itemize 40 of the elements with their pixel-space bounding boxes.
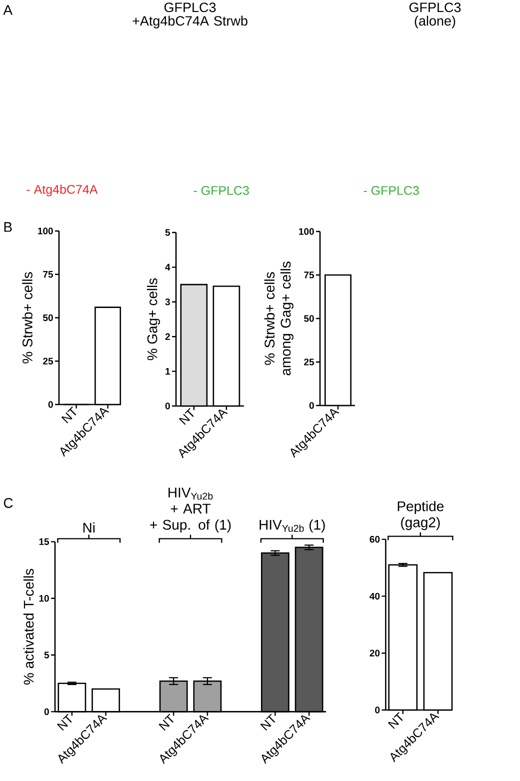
y-tick-label: 60	[370, 536, 380, 543]
text: HIV$_{Yu2b}$ + ART + Sup. of (1)	[150, 488, 231, 532]
y-axis-title: % Gag+ cells	[146, 278, 160, 360]
y-axis-title: % Strwb+ cells	[22, 272, 32, 364]
text: GFPLC3 +Atg4bC74A Strwb	[132, 2, 248, 28]
y-tick-label: 10	[39, 594, 49, 602]
y-tick-label: 1	[166, 368, 170, 375]
y-tick-label: 40	[370, 592, 380, 600]
y-tick-label: 50	[43, 314, 53, 322]
y-tick-label: 0	[48, 401, 53, 408]
text: - GFPLC3	[194, 186, 249, 195]
text: - GFPLC3	[364, 186, 419, 195]
text: HIV$_{Yu2b}$ (1)	[260, 519, 325, 533]
y-tick-label: 0	[44, 708, 49, 716]
y-tick-label: 4	[165, 264, 170, 270]
y-tick-label: 5	[44, 652, 50, 658]
text: A	[3, 5, 13, 15]
y-tick-label: 2	[165, 333, 170, 340]
y-tick-label: 50	[304, 315, 314, 322]
y-tick-label: 75	[304, 272, 314, 278]
y-tick-label: 0	[375, 706, 380, 714]
y-tick-label: 20	[370, 650, 380, 656]
y-tick-label: 0	[309, 402, 314, 409]
text: GFPLC3 (alone)	[409, 2, 461, 28]
y-tick-label: 5	[165, 229, 170, 236]
y-tick-label: 3	[165, 298, 170, 306]
y-tick-label: 25	[43, 358, 54, 364]
y-tick-label: 75	[43, 271, 54, 278]
text: Peptide (gag2)	[398, 500, 444, 530]
chart-title: C	[4, 498, 13, 508]
chart-title: B	[4, 222, 12, 232]
y-tick-label: 25	[304, 358, 314, 366]
text: - Atg4bC74A	[26, 184, 98, 196]
y-tick-label: 100	[38, 228, 53, 234]
y-tick-label: 100	[299, 228, 314, 235]
y-axis-title: % activated T-cells	[23, 568, 34, 685]
text: Ni	[83, 522, 95, 532]
y-tick-label: 15	[39, 538, 50, 546]
y-axis-title: % Strwb+ cells among Gag+ cells	[264, 262, 294, 376]
y-tick-label: 0	[165, 402, 170, 410]
